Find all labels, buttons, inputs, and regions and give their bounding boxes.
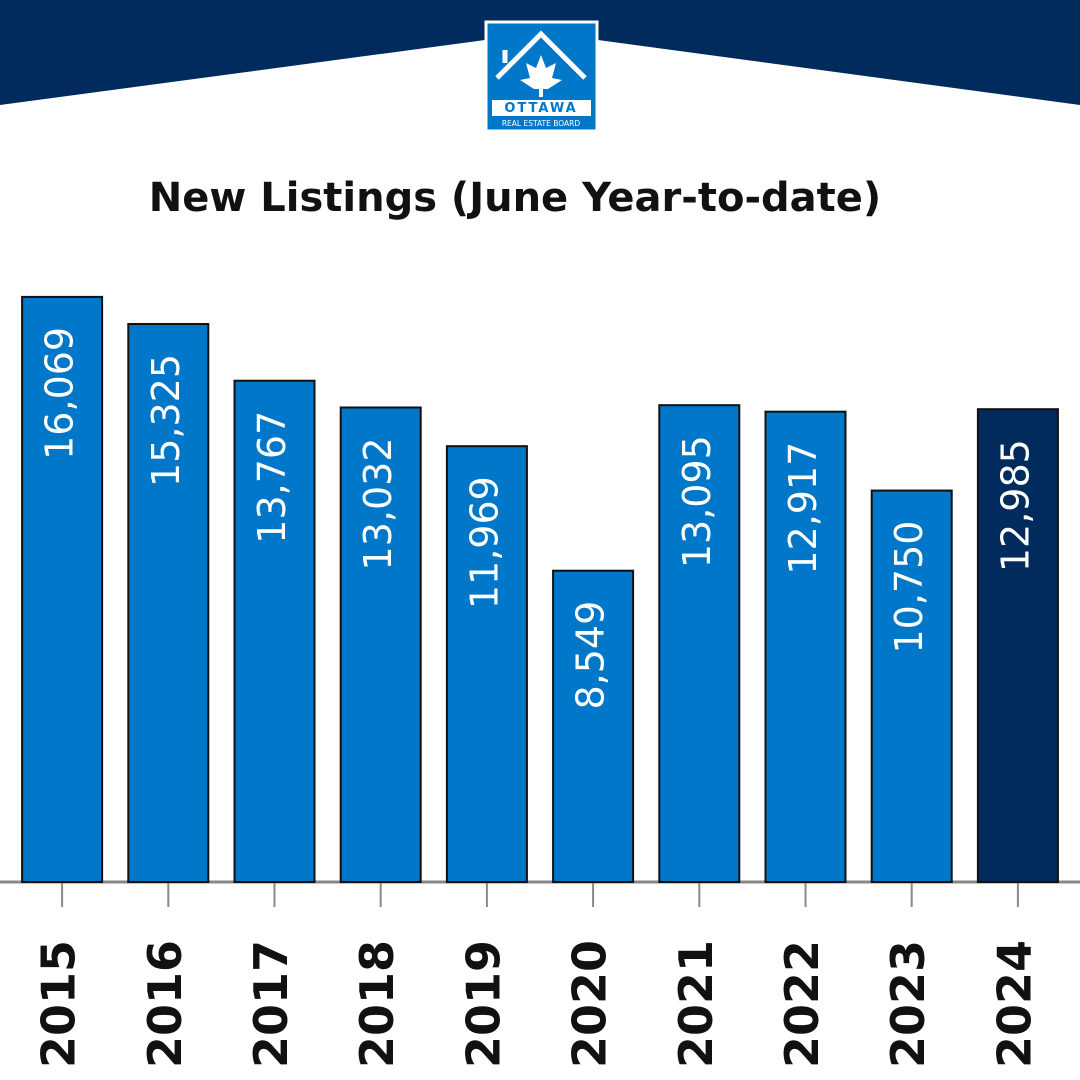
x-tick-label: 2023 [881, 940, 935, 1068]
x-tick-label: 2020 [563, 940, 617, 1068]
bar [764, 410, 847, 883]
bar [445, 445, 528, 883]
value-label: 11,969 [462, 476, 506, 609]
value-label: 13,767 [250, 411, 294, 544]
value-label: 12,917 [781, 442, 825, 575]
logo-banner [492, 100, 591, 116]
bar [976, 408, 1059, 883]
bar [339, 406, 422, 883]
logo-name: OTTAWA [504, 101, 577, 116]
x-tick-label: 2022 [775, 940, 829, 1068]
header-band [0, 0, 1080, 105]
value-label: 12,985 [993, 439, 1037, 572]
value-label: 16,069 [38, 327, 82, 460]
x-tick-label: 2017 [244, 940, 298, 1068]
value-label: 15,325 [144, 354, 188, 487]
x-tick-label: 2019 [456, 940, 510, 1068]
x-tick-label: 2021 [669, 940, 723, 1068]
bar [870, 489, 953, 883]
x-tick-label: 2016 [138, 940, 192, 1068]
bar [658, 404, 741, 883]
bar [233, 379, 316, 883]
logo-roof [495, 30, 587, 80]
value-label: 8,549 [569, 601, 613, 710]
logo-subtitle: REAL ESTATE BOARD [502, 119, 581, 128]
bar [127, 322, 210, 884]
chart-title: New Listings (June Year-to-date) [149, 175, 881, 221]
x-tick-label: 2018 [350, 940, 404, 1068]
bar [21, 295, 104, 883]
value-label: 10,750 [887, 521, 931, 654]
value-label: 13,095 [675, 435, 719, 568]
x-tick-label: 2024 [987, 940, 1041, 1068]
logo-leaf [520, 55, 562, 97]
bar [552, 569, 635, 883]
value-label: 13,032 [356, 437, 400, 570]
x-tick-label: 2015 [32, 940, 86, 1068]
